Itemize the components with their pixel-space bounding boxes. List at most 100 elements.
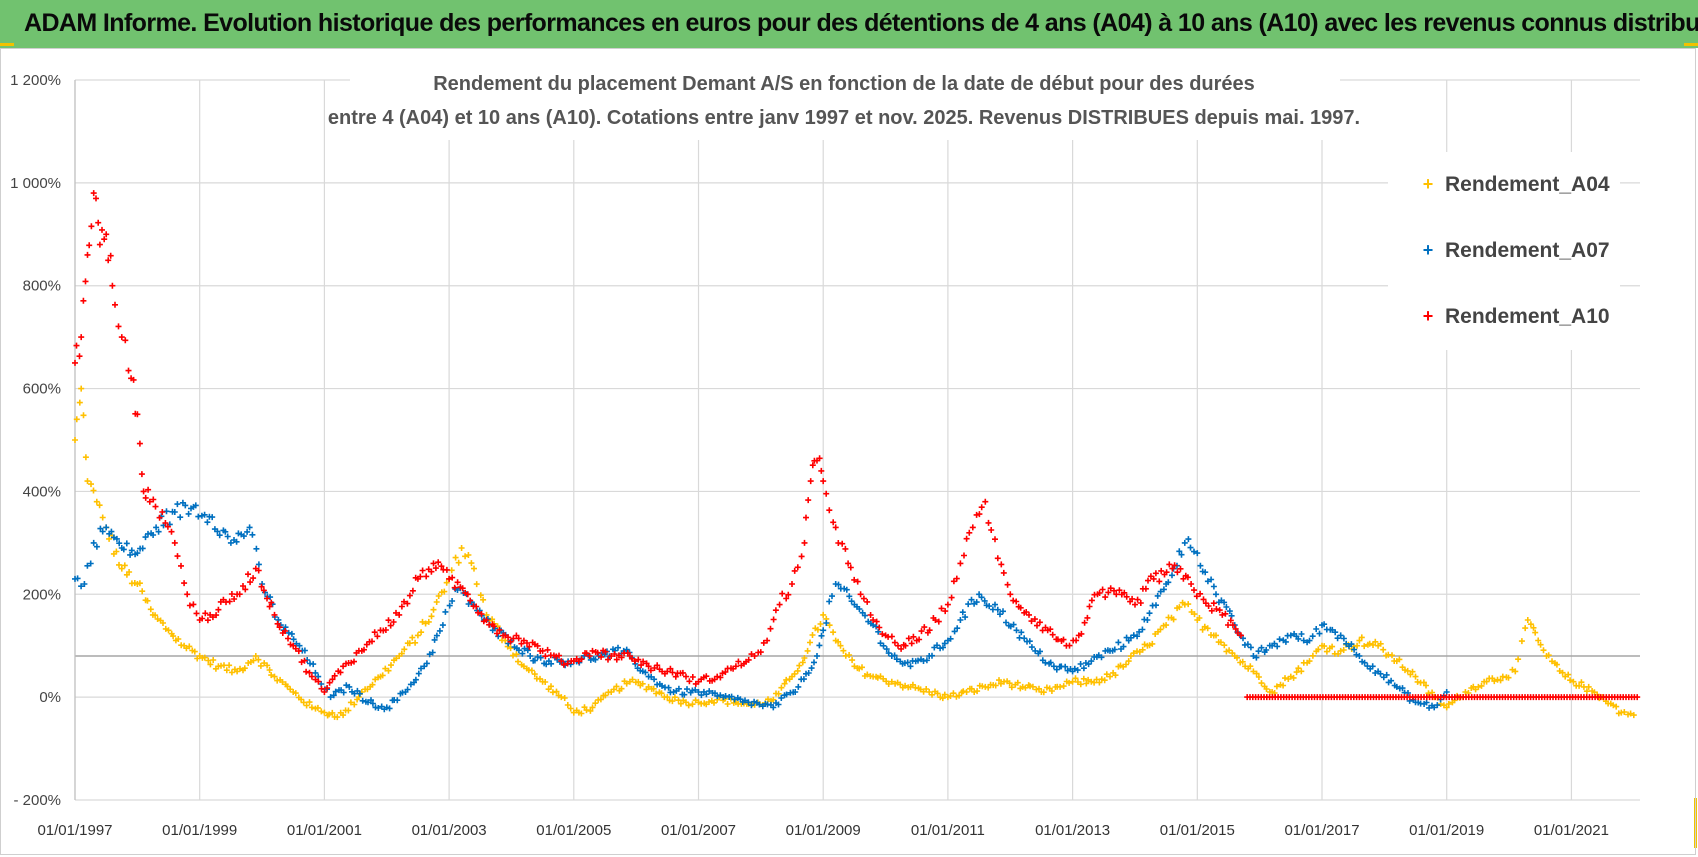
rendement-a10-point bbox=[109, 282, 116, 289]
rendement-a07-point bbox=[929, 652, 935, 659]
rendement-a10-point bbox=[1191, 587, 1197, 594]
rendement-a10-point bbox=[1010, 597, 1017, 604]
rendement-a10-point bbox=[1174, 569, 1181, 576]
rendement-a10-point bbox=[430, 560, 437, 567]
rendement-a04-point bbox=[680, 697, 687, 704]
rendement-a10-point bbox=[711, 676, 718, 683]
rendement-a10-point bbox=[638, 662, 645, 669]
rendement-a10-point bbox=[647, 667, 654, 674]
rendement-a07-point bbox=[404, 686, 411, 693]
rendement-a10-point bbox=[473, 603, 480, 610]
rendement-a10-point bbox=[978, 504, 985, 511]
rendement-a07-point bbox=[867, 620, 874, 627]
rendement-a10-point bbox=[811, 457, 818, 464]
rendement-a04-point bbox=[605, 689, 612, 696]
rendement-a04-point bbox=[1234, 654, 1240, 661]
rendement-a04-point bbox=[830, 629, 837, 636]
rendement-a07-point bbox=[820, 627, 827, 634]
rendement-a04-point bbox=[1295, 665, 1302, 672]
rendement-a04-point bbox=[837, 642, 844, 649]
rendement-a07-point bbox=[1115, 639, 1122, 646]
rendement-a07-point bbox=[177, 514, 184, 521]
rendement-a04-point bbox=[1014, 679, 1021, 686]
rendement-a10-point bbox=[1054, 636, 1061, 643]
rendement-a07-point bbox=[255, 561, 262, 568]
legend-marker-a10: + bbox=[1423, 306, 1434, 326]
rendement-a10-point bbox=[1049, 631, 1056, 638]
rendement-a04-point bbox=[1527, 621, 1534, 628]
rendement-a10-point bbox=[994, 555, 1001, 562]
rendement-a10-point bbox=[845, 560, 852, 567]
rendement-a07-point bbox=[369, 700, 376, 707]
rendement-a04-point bbox=[1354, 642, 1361, 649]
rendement-a07-point bbox=[1244, 641, 1251, 648]
rendement-a04-point bbox=[597, 696, 604, 703]
rendement-a04-point bbox=[1191, 611, 1198, 618]
rendement-a07-point bbox=[521, 645, 528, 652]
rendement-a04-point bbox=[428, 613, 435, 620]
rendement-a10-point bbox=[722, 669, 729, 675]
rendement-a10-point bbox=[409, 587, 416, 594]
rendement-a04-point bbox=[406, 640, 413, 647]
rendement-a10-point bbox=[805, 497, 812, 504]
rendement-a07-point bbox=[1141, 616, 1148, 623]
rendement-a07-point bbox=[1042, 659, 1049, 666]
rendement-a04-point bbox=[950, 690, 957, 697]
rendement-a04-point bbox=[93, 498, 100, 505]
rendement-a04-point bbox=[778, 684, 785, 691]
rendement-a07-point bbox=[214, 528, 221, 535]
rendement-a07-point bbox=[751, 698, 758, 705]
rendement-a04-point bbox=[1101, 677, 1108, 684]
rendement-a10-point bbox=[794, 564, 801, 571]
rendement-a07-point bbox=[340, 689, 347, 696]
rendement-a04-point bbox=[1250, 668, 1257, 675]
rendement-a04-point bbox=[499, 637, 505, 644]
rendement-a07-point bbox=[848, 598, 855, 605]
rendement-a10-point bbox=[1222, 610, 1229, 617]
rendement-a07-point bbox=[843, 586, 850, 593]
rendement-a04-point bbox=[592, 700, 599, 707]
rendement-a10-point bbox=[1099, 586, 1106, 593]
rendement-a07-point bbox=[418, 665, 424, 672]
rendement-a07-point bbox=[1077, 661, 1084, 667]
rendement-a07-point bbox=[823, 620, 830, 626]
rendement-a04-point bbox=[1157, 626, 1164, 633]
rendement-a10-point bbox=[1123, 593, 1130, 600]
rendement-a10-point bbox=[382, 627, 389, 633]
rendement-a07-point bbox=[227, 539, 234, 546]
rendement-a10-point bbox=[132, 410, 139, 417]
rendement-a04-point bbox=[658, 690, 665, 697]
rendement-a07-point bbox=[249, 531, 256, 538]
x-tick-label: 01/01/2007 bbox=[661, 822, 736, 839]
rendement-a10-point bbox=[1132, 601, 1138, 608]
rendement-a10-point bbox=[624, 650, 631, 656]
rendement-a04-point bbox=[96, 502, 103, 509]
rendement-a04-point bbox=[345, 707, 352, 714]
rendement-a04-point bbox=[1509, 666, 1516, 673]
rendement-a10-point bbox=[879, 631, 886, 638]
rendement-a07-point bbox=[524, 647, 531, 654]
rendement-a10-point bbox=[798, 553, 805, 560]
rendement-a07-point bbox=[394, 697, 401, 704]
rendement-a10-point bbox=[1004, 581, 1011, 588]
rendement-a04-point bbox=[388, 662, 394, 669]
rendement-a10-point bbox=[518, 640, 525, 647]
rendement-a04-point bbox=[1022, 684, 1029, 691]
rendement-a10-point bbox=[99, 226, 105, 233]
rendement-a07-point bbox=[795, 683, 802, 690]
rendement-a07-point bbox=[1443, 689, 1450, 695]
rendement-a07-point bbox=[1154, 592, 1161, 599]
rendement-a07-point bbox=[846, 593, 853, 600]
rendement-a04-point bbox=[1559, 669, 1566, 676]
rendement-a07-point bbox=[880, 642, 887, 649]
rendement-a07-point bbox=[1300, 637, 1307, 644]
rendement-a04-point bbox=[1226, 647, 1233, 654]
rendement-a10-point bbox=[417, 573, 424, 580]
rendement-a04-point bbox=[1239, 658, 1246, 665]
rendement-a07-point bbox=[412, 676, 419, 683]
rendement-a10-point bbox=[115, 323, 122, 330]
rendement-a07-point bbox=[1120, 643, 1127, 650]
rendement-a04-point bbox=[191, 648, 198, 655]
rendement-a07-point bbox=[246, 524, 253, 531]
rendement-a04-point bbox=[786, 676, 793, 683]
